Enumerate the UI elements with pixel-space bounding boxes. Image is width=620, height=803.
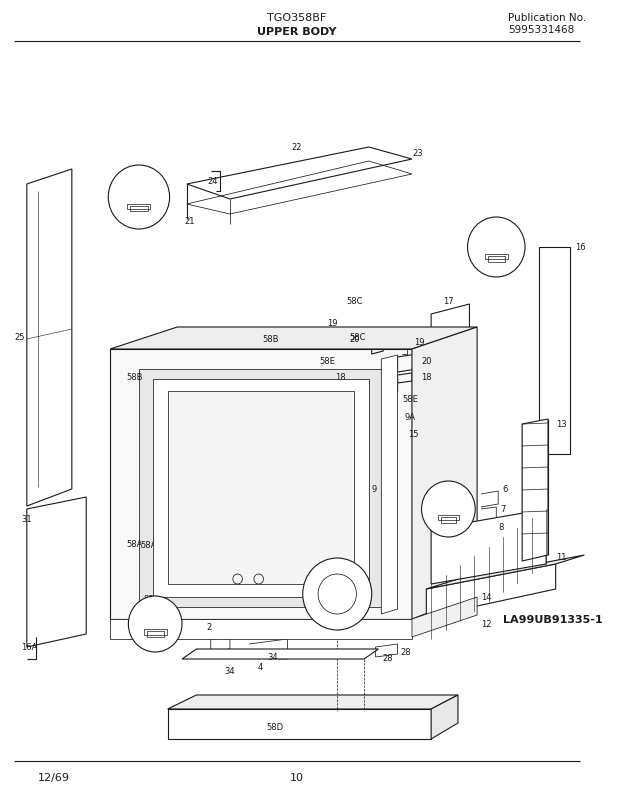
Text: 4: 4 — [258, 662, 264, 671]
Circle shape — [108, 165, 170, 230]
Text: 20: 20 — [422, 357, 432, 366]
Polygon shape — [427, 556, 585, 589]
Text: 35: 35 — [132, 187, 146, 197]
Text: Publication No.: Publication No. — [508, 13, 586, 23]
Text: eReplacementParts.com: eReplacementParts.com — [229, 425, 365, 434]
Text: 17: 17 — [443, 297, 454, 306]
Text: 9A: 9A — [404, 413, 415, 422]
Text: 6: 6 — [502, 485, 507, 494]
Text: 5995331468: 5995331468 — [508, 25, 574, 35]
Text: 58A: 58A — [140, 541, 157, 550]
Text: 28: 28 — [401, 648, 411, 657]
Text: 15: 15 — [408, 430, 419, 439]
Text: 19: 19 — [327, 319, 338, 328]
Text: 2: 2 — [206, 622, 211, 632]
Text: 34: 34 — [268, 653, 278, 662]
Polygon shape — [431, 695, 458, 739]
Text: 58B: 58B — [126, 373, 143, 382]
Text: 11: 11 — [556, 552, 566, 562]
Text: 12: 12 — [482, 620, 492, 629]
Circle shape — [128, 597, 182, 652]
Text: TGO358BF: TGO358BF — [267, 13, 327, 23]
Text: 31: 31 — [21, 515, 32, 524]
Polygon shape — [167, 709, 431, 739]
Text: 23: 23 — [412, 149, 423, 157]
Text: 18: 18 — [335, 373, 345, 382]
Text: 5: 5 — [334, 609, 340, 618]
Circle shape — [467, 218, 525, 278]
Text: 10: 10 — [290, 772, 304, 782]
Text: 12/69: 12/69 — [38, 772, 70, 782]
Text: 14: 14 — [482, 593, 492, 601]
Text: 13: 13 — [556, 420, 566, 429]
Text: 58E: 58E — [402, 395, 418, 404]
Text: 22: 22 — [292, 143, 303, 153]
Text: 58E: 58E — [320, 357, 335, 366]
Polygon shape — [182, 649, 378, 659]
Text: 58B: 58B — [262, 335, 278, 344]
Text: 18: 18 — [422, 373, 432, 382]
Text: 24: 24 — [208, 177, 218, 186]
Polygon shape — [139, 369, 383, 607]
Polygon shape — [431, 509, 546, 585]
Polygon shape — [522, 419, 548, 561]
Text: 19: 19 — [414, 338, 424, 347]
Circle shape — [303, 558, 372, 630]
Polygon shape — [110, 328, 477, 349]
Polygon shape — [167, 695, 458, 709]
Text: 16: 16 — [575, 243, 585, 252]
Text: 20: 20 — [349, 335, 360, 344]
Text: 35: 35 — [441, 499, 455, 508]
Text: UPPER BODY: UPPER BODY — [257, 27, 337, 37]
Text: 83: 83 — [143, 595, 154, 604]
Text: LA99UB91335-1: LA99UB91335-1 — [503, 614, 603, 624]
Text: 16A: 16A — [21, 642, 37, 652]
Text: 8: 8 — [498, 523, 503, 532]
Text: 58C: 58C — [350, 333, 366, 342]
Text: 21: 21 — [184, 218, 195, 226]
Circle shape — [422, 482, 475, 537]
Polygon shape — [110, 619, 412, 639]
Polygon shape — [167, 392, 355, 585]
Text: 34: 34 — [224, 666, 235, 675]
Text: 28: 28 — [383, 654, 393, 662]
Polygon shape — [110, 349, 412, 619]
Polygon shape — [412, 328, 477, 619]
Text: 33: 33 — [148, 612, 162, 622]
Polygon shape — [412, 597, 477, 638]
Text: 32: 32 — [490, 237, 503, 247]
Polygon shape — [381, 356, 397, 614]
Polygon shape — [153, 380, 369, 597]
Text: 25: 25 — [14, 333, 25, 342]
Text: 7: 7 — [500, 505, 505, 514]
Text: 58A: 58A — [126, 540, 143, 548]
Text: 58D: 58D — [267, 723, 283, 732]
Text: 58C: 58C — [346, 297, 363, 306]
Polygon shape — [427, 565, 556, 618]
Text: 9: 9 — [371, 485, 376, 494]
